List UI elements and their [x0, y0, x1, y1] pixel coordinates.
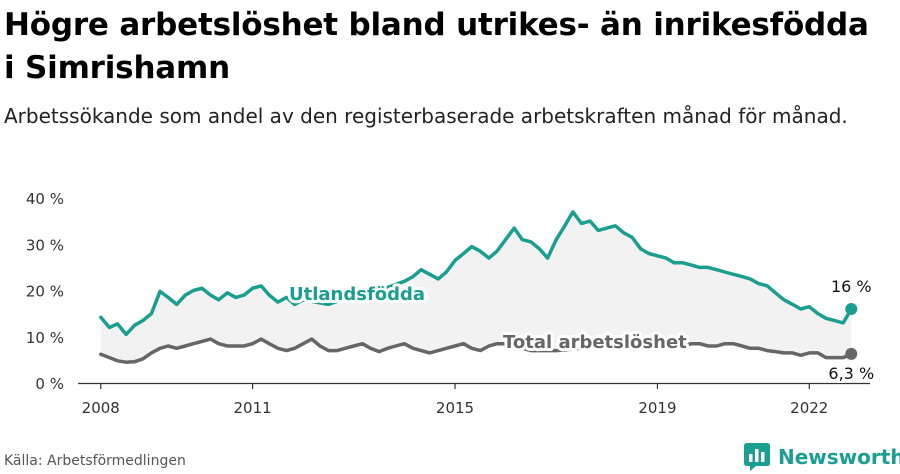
end-value-utlandsfodda: 16 % — [831, 277, 872, 296]
source-text: Källa: Arbetsförmedlingen — [4, 453, 186, 469]
y-tick-label: 30 % — [26, 236, 64, 254]
x-tick-label: 2015 — [436, 399, 474, 417]
gap-band — [100, 211, 852, 363]
x-tick-label: 2019 — [638, 399, 676, 417]
bar-chart-logo-icon — [744, 443, 770, 471]
x-tick-label: 2008 — [82, 399, 120, 417]
series-line-total — [99, 337, 854, 364]
brand: Newsworthy — [744, 442, 900, 472]
x-tick-label: 2022 — [790, 399, 828, 417]
y-tick-label: 10 % — [26, 329, 64, 347]
chart-title: Högre arbetslöshet bland utrikes- än inr… — [4, 7, 869, 86]
end-value-total: 6,3 % — [828, 364, 874, 383]
brand-name: Newsworthy — [778, 445, 900, 469]
y-tick-label: 20 % — [26, 283, 64, 301]
series-line-utlandsfodda — [99, 210, 854, 337]
chart-subtitle: Arbetssökande som andel av den registerb… — [4, 104, 848, 128]
end-point-total — [845, 347, 858, 360]
series-label-utlandsfodda: Utlandsfödda — [289, 284, 425, 305]
end-point-utlandsfodda — [845, 303, 858, 315]
x-tick-label: 2011 — [234, 399, 272, 417]
y-tick-label: 0 % — [35, 375, 64, 393]
series-label-total: Total arbetslöshet — [503, 332, 687, 353]
y-tick-label: 40 % — [26, 190, 64, 208]
